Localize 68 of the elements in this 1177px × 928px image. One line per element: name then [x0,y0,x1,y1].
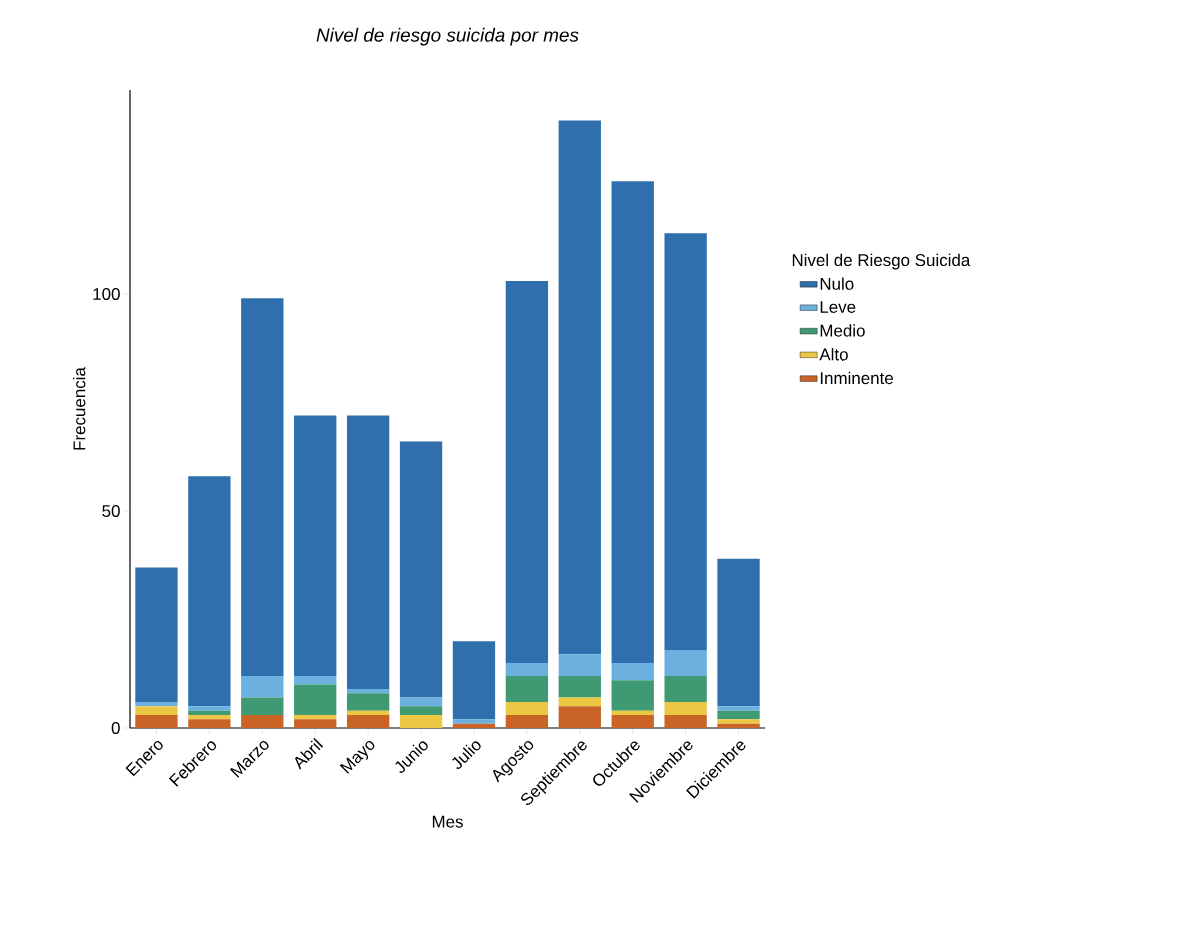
bar [346,710,390,715]
bar [294,675,337,685]
legend-label: Nulo [820,277,854,290]
bar [135,706,178,715]
legend-label: Inminente [820,371,893,385]
legend-title: Nivel de Riesgo Suicida [792,253,971,270]
bar [717,719,760,724]
bar [399,441,443,698]
bar [188,710,231,715]
bar [558,706,601,728]
x-tick-label: Julio [452,741,481,769]
bar [558,120,601,655]
bar [188,719,231,728]
bar [664,701,707,715]
bar [399,714,443,728]
legend-label: Alto [819,347,848,361]
bar [135,567,178,702]
chart-title: Nivel de riesgo suicida por mes [316,27,579,46]
bar [505,701,549,715]
bar [452,641,496,720]
bar [664,714,707,728]
bar [611,710,654,715]
bar [505,662,549,676]
bar [717,558,760,707]
bar [452,723,496,728]
bar [717,710,760,720]
bar [558,654,601,676]
bar [241,298,284,676]
bar [664,649,707,676]
x-axis-title: Mes [432,815,463,828]
bar [241,675,284,698]
bar [346,688,390,694]
bar [399,697,443,707]
bar [611,181,654,663]
bar [135,714,178,728]
y-axis-title: Frecuencia [72,367,86,450]
bar [294,719,337,728]
legend-label: Leve [820,301,856,313]
y-tick-label: 50 [102,504,120,517]
bar [188,706,231,711]
bar [664,675,707,702]
bar [135,701,178,707]
bar [505,280,549,663]
y-tick-label: 0 [111,722,120,734]
bar [294,714,337,720]
bar [611,714,654,728]
bar [241,714,284,728]
bar [505,675,549,702]
bar [558,675,601,698]
bar [611,680,654,711]
bar [346,415,390,689]
bar [717,723,760,728]
bar [346,714,390,728]
bar [664,233,707,650]
bar [188,714,231,720]
bar [346,693,390,711]
bar [294,684,337,715]
bar [717,706,760,711]
bar [294,415,337,676]
y-tick-label: 100 [93,287,120,300]
bar [241,697,284,715]
legend-label: Medio [820,324,865,337]
bar [188,476,231,707]
bar [505,714,549,728]
bar [399,706,443,715]
bar [558,697,601,707]
bar [452,719,496,724]
bar [611,662,654,681]
